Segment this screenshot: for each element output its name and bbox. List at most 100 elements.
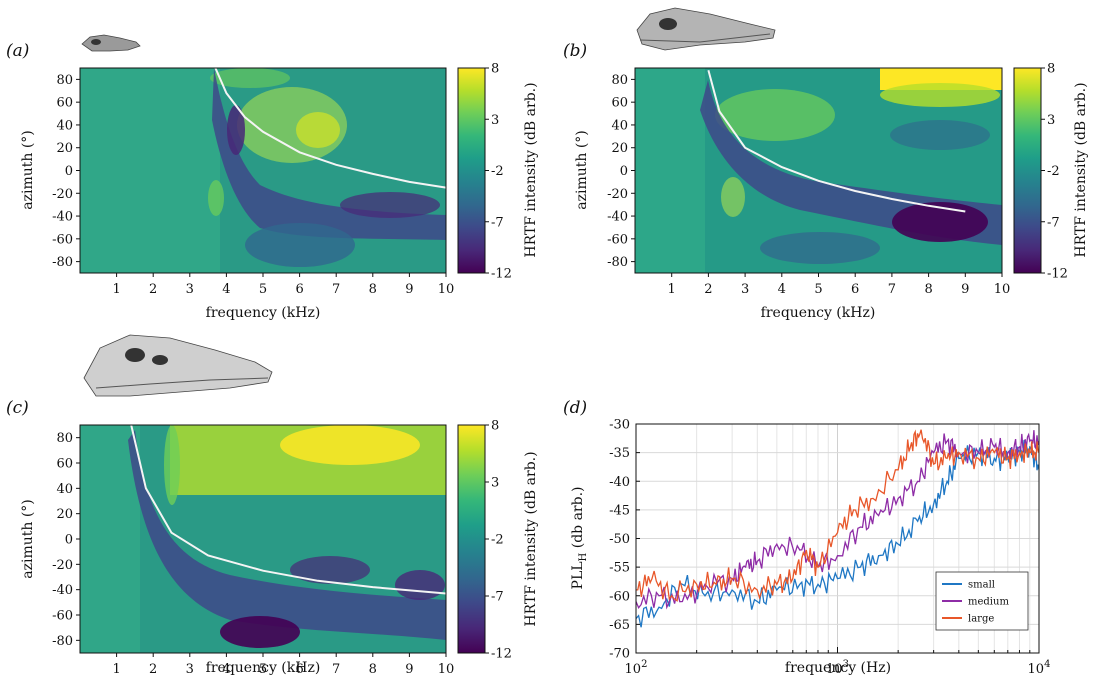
- panel-d: (d) 102 103 104 -30 -35 -40 -45 -50 -55 -60 -65 -7…: [563, 398, 1050, 676]
- panel-label-d: (d): [563, 398, 587, 418]
- ylabel-c: azimuth (°): [20, 499, 36, 579]
- y-ticks-a: 80 60 40 20 0 -20 -40 -60 -80: [52, 73, 80, 270]
- x-tick-label: 1: [112, 282, 120, 297]
- x-tick-label: 9: [405, 662, 413, 676]
- x-tick-label: 1: [668, 282, 676, 297]
- x-tick-label: 103: [826, 659, 849, 676]
- y-ticks-b: 80 60 40 20 0 -20 -40 -60 -80: [607, 73, 635, 270]
- x-tick-label: 2: [704, 282, 712, 297]
- x-tick-label: 6: [295, 662, 303, 676]
- ylabel-b: azimuth (°): [574, 130, 590, 210]
- x-ticks-a: 1 2 3 4 5 6 7 8 9 10: [112, 273, 454, 297]
- colorbar-tick-label: 8: [491, 419, 499, 434]
- x-tick-label: 2: [149, 282, 157, 297]
- colorbar-b: [1013, 67, 1042, 274]
- x-tick-label: 1: [112, 662, 120, 676]
- series-line-large: [636, 429, 1039, 602]
- colorbar-tick-label: -12: [491, 267, 512, 282]
- colorbar-label-c: HRTF intensity (dB arb.): [523, 451, 539, 626]
- heatmap-b: [635, 68, 1002, 273]
- y-tick-label: -60: [52, 609, 73, 624]
- xlabel-b: frequency (kHz): [761, 305, 876, 321]
- x-tick-label: 8: [369, 662, 377, 676]
- y-tick-label: -40: [607, 210, 628, 225]
- x-tick-label: 3: [186, 282, 194, 297]
- x-tick-label: 10: [994, 282, 1011, 297]
- ylabel-a: azimuth (°): [20, 130, 36, 210]
- y-tick-label: -50: [609, 532, 630, 547]
- panel-b: (b) 1 2 3 4 5 6 7 8 9 10 80 60 40 20 0 -20 -40 -60 -80 fr…: [563, 7, 1089, 321]
- colorbar-tick-label: -7: [491, 590, 504, 605]
- y-tick-label: 20: [611, 141, 628, 156]
- colorbar-tick-label: -2: [1047, 164, 1060, 179]
- y-tick-label: -20: [52, 187, 73, 202]
- y-tick-label: 20: [56, 507, 73, 522]
- x-tick-label: 10: [438, 662, 455, 676]
- x-tick-label: 3: [186, 662, 194, 676]
- x-tick-label: 9: [405, 282, 413, 297]
- colorbar-tick-label: -12: [491, 647, 512, 662]
- colorbar-c: [457, 424, 486, 654]
- colorbar-tick-label: -2: [491, 164, 504, 179]
- x-tick-label: 7: [332, 662, 340, 676]
- x-tick-label: 6: [851, 282, 859, 297]
- y-tick-label: 0: [65, 164, 73, 179]
- y-tick-label: -70: [609, 647, 630, 662]
- crocodile-skull-small-icon: [81, 34, 141, 52]
- colorbar-tick-label: -2: [491, 533, 504, 548]
- y-tick-label: -40: [52, 583, 73, 598]
- y-ticks-c: 80 60 40 20 0 -20 -40 -60 -80: [52, 431, 80, 649]
- x-ticks-d: 102 103 104: [625, 659, 1051, 676]
- y-tick-label: 20: [56, 141, 73, 156]
- legend-d: small medium large: [935, 571, 1029, 631]
- y-tick-label: 60: [56, 96, 73, 111]
- ylabel-d: PLLH (db arb.): [570, 487, 589, 590]
- y-tick-label: 80: [56, 73, 73, 88]
- y-tick-label: 60: [611, 96, 628, 111]
- x-tick-label: 8: [924, 282, 932, 297]
- colorbar-ticks-b: 8 3 -2 -7 -12: [1041, 62, 1068, 282]
- y-tick-label: -20: [607, 187, 628, 202]
- y-tick-label: -35: [609, 446, 630, 461]
- colorbar-tick-label: 3: [1047, 113, 1055, 128]
- colorbar-tick-label: -7: [1047, 215, 1060, 230]
- x-tick-label: 3: [741, 282, 749, 297]
- y-tick-label: -80: [52, 634, 73, 649]
- colorbar-tick-label: 3: [491, 113, 499, 128]
- x-tick-label: 5: [259, 282, 267, 297]
- legend-label-small: small: [968, 580, 995, 591]
- x-tick-label: 7: [888, 282, 896, 297]
- x-tick-label: 7: [332, 282, 340, 297]
- colorbar-tick-label: 3: [491, 476, 499, 491]
- y-tick-label: -40: [609, 475, 630, 490]
- y-tick-label: -30: [609, 418, 630, 433]
- panel-label-a: (a): [6, 41, 29, 61]
- y-tick-label: 0: [620, 164, 628, 179]
- y-tick-label: 40: [56, 482, 73, 497]
- dip-curve-a: [214, 67, 447, 189]
- x-tick-label: 6: [295, 282, 303, 297]
- y-tick-label: 40: [611, 118, 628, 133]
- panel-label-b: (b): [563, 41, 587, 61]
- xlabel-c: frequency (kHz): [206, 660, 321, 676]
- x-ticks-b: 1 2 3 4 5 6 7 8 9 10: [668, 273, 1011, 297]
- x-tick-label: 10: [438, 282, 455, 297]
- colorbar-tick-label: -7: [491, 215, 504, 230]
- y-tick-label: -40: [52, 210, 73, 225]
- y-tick-label: 60: [56, 457, 73, 472]
- y-tick-label: -60: [609, 589, 630, 604]
- colorbar-label-b: HRTF intensity (dB arb.): [1073, 82, 1089, 257]
- crocodile-skull-medium-icon: [636, 7, 776, 51]
- y-tick-label: -55: [609, 561, 630, 576]
- panel-a: (a) 1 2 3 4 5 6 7 8 9 10 80 60 40 20 0 -20 -40 -60 -80 fr…: [6, 34, 539, 321]
- crocodile-skull-large-icon: [83, 334, 273, 397]
- series-d: [636, 429, 1039, 628]
- colorbar-tick-label: 8: [1047, 62, 1055, 77]
- colorbar-label-a: HRTF intensity (dB arb.): [523, 82, 539, 257]
- heatmap-c: [80, 425, 446, 653]
- x-tick-label: 4: [778, 282, 786, 297]
- panel-c: (c) 1 2 3 4 5 6 7 8 9 10 80 60 40 20 0 -20 -40 -60 -80 fr…: [6, 334, 539, 676]
- y-tick-label: -60: [607, 232, 628, 247]
- panel-label-c: (c): [6, 398, 29, 418]
